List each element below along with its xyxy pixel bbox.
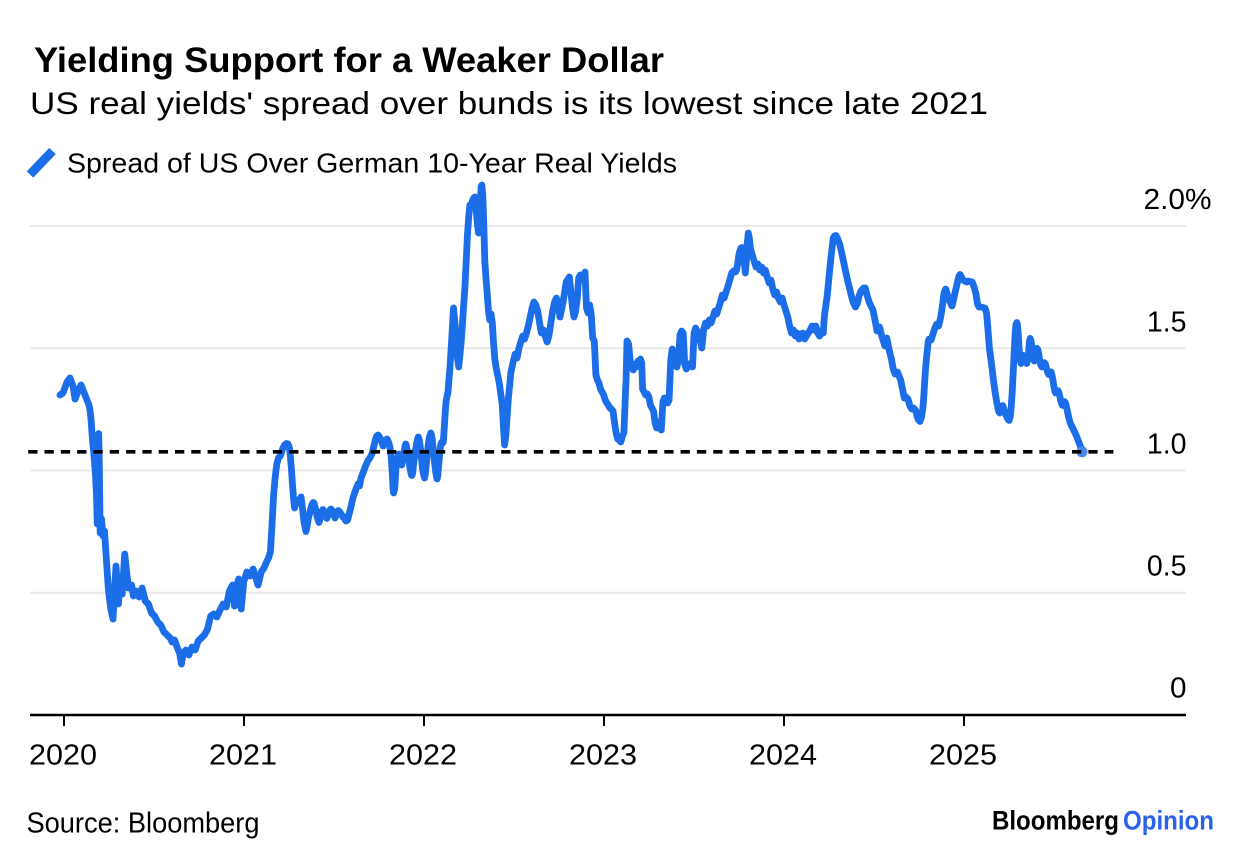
svg-text:US real yields' spread over bu: US real yields' spread over bunds is its… xyxy=(30,85,988,121)
svg-text:Opinion: Opinion xyxy=(1123,806,1214,836)
svg-text:Spread of US Over German 10-Ye: Spread of US Over German 10-Year Real Yi… xyxy=(67,148,677,179)
svg-text:2021: 2021 xyxy=(209,740,277,772)
svg-text:2020: 2020 xyxy=(29,740,97,772)
svg-text:Yielding Support for a Weaker: Yielding Support for a Weaker Dollar xyxy=(34,40,664,80)
svg-text:0.5: 0.5 xyxy=(1147,551,1187,583)
svg-text:Bloomberg: Bloomberg xyxy=(992,806,1119,836)
svg-text:2022: 2022 xyxy=(389,740,457,772)
svg-text:0: 0 xyxy=(1170,673,1187,705)
svg-text:2024: 2024 xyxy=(749,740,817,772)
svg-text:Source: Bloomberg: Source: Bloomberg xyxy=(27,808,260,840)
svg-text:2.0%: 2.0% xyxy=(1144,184,1212,216)
svg-text:1.5: 1.5 xyxy=(1147,307,1187,339)
svg-text:2023: 2023 xyxy=(569,740,637,772)
svg-text:2025: 2025 xyxy=(929,740,997,772)
svg-text:1.0: 1.0 xyxy=(1147,429,1187,461)
